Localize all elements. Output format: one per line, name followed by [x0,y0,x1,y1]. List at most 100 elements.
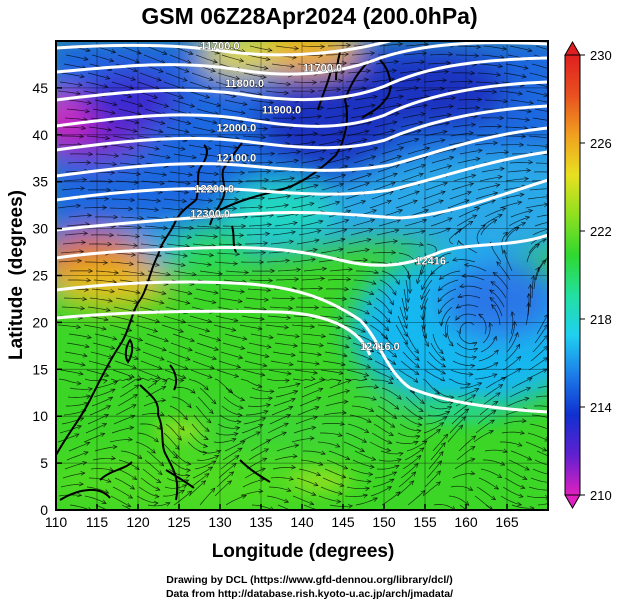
streamline-arrowhead [477,382,483,387]
streamline-arrowhead [283,498,290,503]
streamline-arrowhead [550,226,554,230]
streamline-arrowhead [313,481,319,487]
streamline [241,424,263,434]
streamline [222,108,246,114]
streamline [454,458,475,470]
streamline-arrowhead [78,371,84,376]
streamline [329,504,353,507]
streamline-arrowhead [369,347,375,353]
streamline [479,176,503,182]
streamline-arrowhead [367,355,373,361]
streamline-arrowhead [372,497,378,502]
streamline-arrowhead [338,78,344,84]
streamline [219,297,243,302]
streamline-arrowhead [86,334,92,340]
streamline-arrowhead [174,444,180,450]
streamline [93,162,117,165]
streamline-arrowhead [187,490,193,496]
streamline [90,180,113,182]
streamline [218,243,242,246]
streamline-arrowhead [86,160,92,165]
streamline [222,447,243,461]
streamline [483,384,503,398]
streamline-arrowhead [315,471,322,477]
streamline-arrowhead [82,353,88,358]
streamline [475,81,499,84]
streamline [454,221,473,236]
streamline [198,99,221,107]
streamline-arrowhead [292,220,298,226]
streamline-arrowhead [373,269,379,275]
colorbar-tick-label: 218 [590,312,612,327]
streamline [195,288,219,294]
streamline-arrowhead [492,271,498,277]
streamline [485,151,509,155]
streamline [171,396,192,408]
streamline-arrowhead [269,389,275,394]
streamline-arrowhead [341,474,347,479]
streamline [531,275,535,299]
streamline [292,258,316,263]
streamline [242,478,265,488]
streamline-arrowhead [465,382,472,387]
streamline-arrowhead [502,448,508,454]
streamline-arrowhead [84,287,90,292]
streamline-arrowhead [130,76,137,81]
streamline [319,80,343,83]
y-tick-label: 25 [32,268,48,284]
streamline-arrowhead [514,227,520,232]
streamline-arrowhead [386,486,392,491]
streamline [482,322,491,344]
streamline-arrowhead [314,361,320,366]
streamline [405,396,424,412]
streamline [350,468,373,475]
streamline [140,477,160,491]
streamline-arrowhead [459,283,465,289]
streamline [406,333,419,354]
streamline-arrowhead [112,444,118,450]
streamline [61,72,85,78]
streamline [303,268,327,272]
streamline-arrowhead [553,111,557,115]
streamline-arrowhead [448,104,454,109]
streamline-arrowhead [417,422,423,428]
streamline-arrowhead [369,464,375,470]
streamline [532,228,548,236]
streamline [432,433,449,452]
streamline-arrowhead [391,360,397,365]
streamline [90,468,114,471]
streamline-arrowhead [88,268,94,274]
streamline [83,207,107,209]
streamline-arrowhead [108,467,114,472]
streamline [491,304,501,326]
streamline-arrowhead [337,315,343,321]
streamline [424,131,447,137]
streamline-arrowhead [202,443,209,449]
streamline-arrowhead [489,297,495,302]
streamline-arrowhead [528,159,534,165]
streamline [139,72,162,81]
streamline [296,239,320,245]
streamline [327,156,350,164]
streamline [396,480,414,497]
streamline-arrowhead [128,261,135,267]
streamline [480,336,497,353]
streamline [167,414,185,431]
streamline [241,81,265,87]
streamline [250,439,271,452]
streamline [422,297,429,320]
streamline-arrowhead [448,51,454,57]
streamline [428,227,451,236]
streamline [140,243,164,247]
streamline [504,227,520,245]
streamline-arrowhead [161,397,167,403]
streamline-arrowhead [206,145,212,151]
streamline [352,219,375,227]
streamline [270,360,294,366]
streamline [269,414,291,425]
streamline-arrowhead [420,229,426,234]
streamline-arrowhead [370,155,377,160]
streamline [326,342,350,348]
streamline-arrowhead [552,170,556,174]
streamline-arrowhead [293,107,299,112]
